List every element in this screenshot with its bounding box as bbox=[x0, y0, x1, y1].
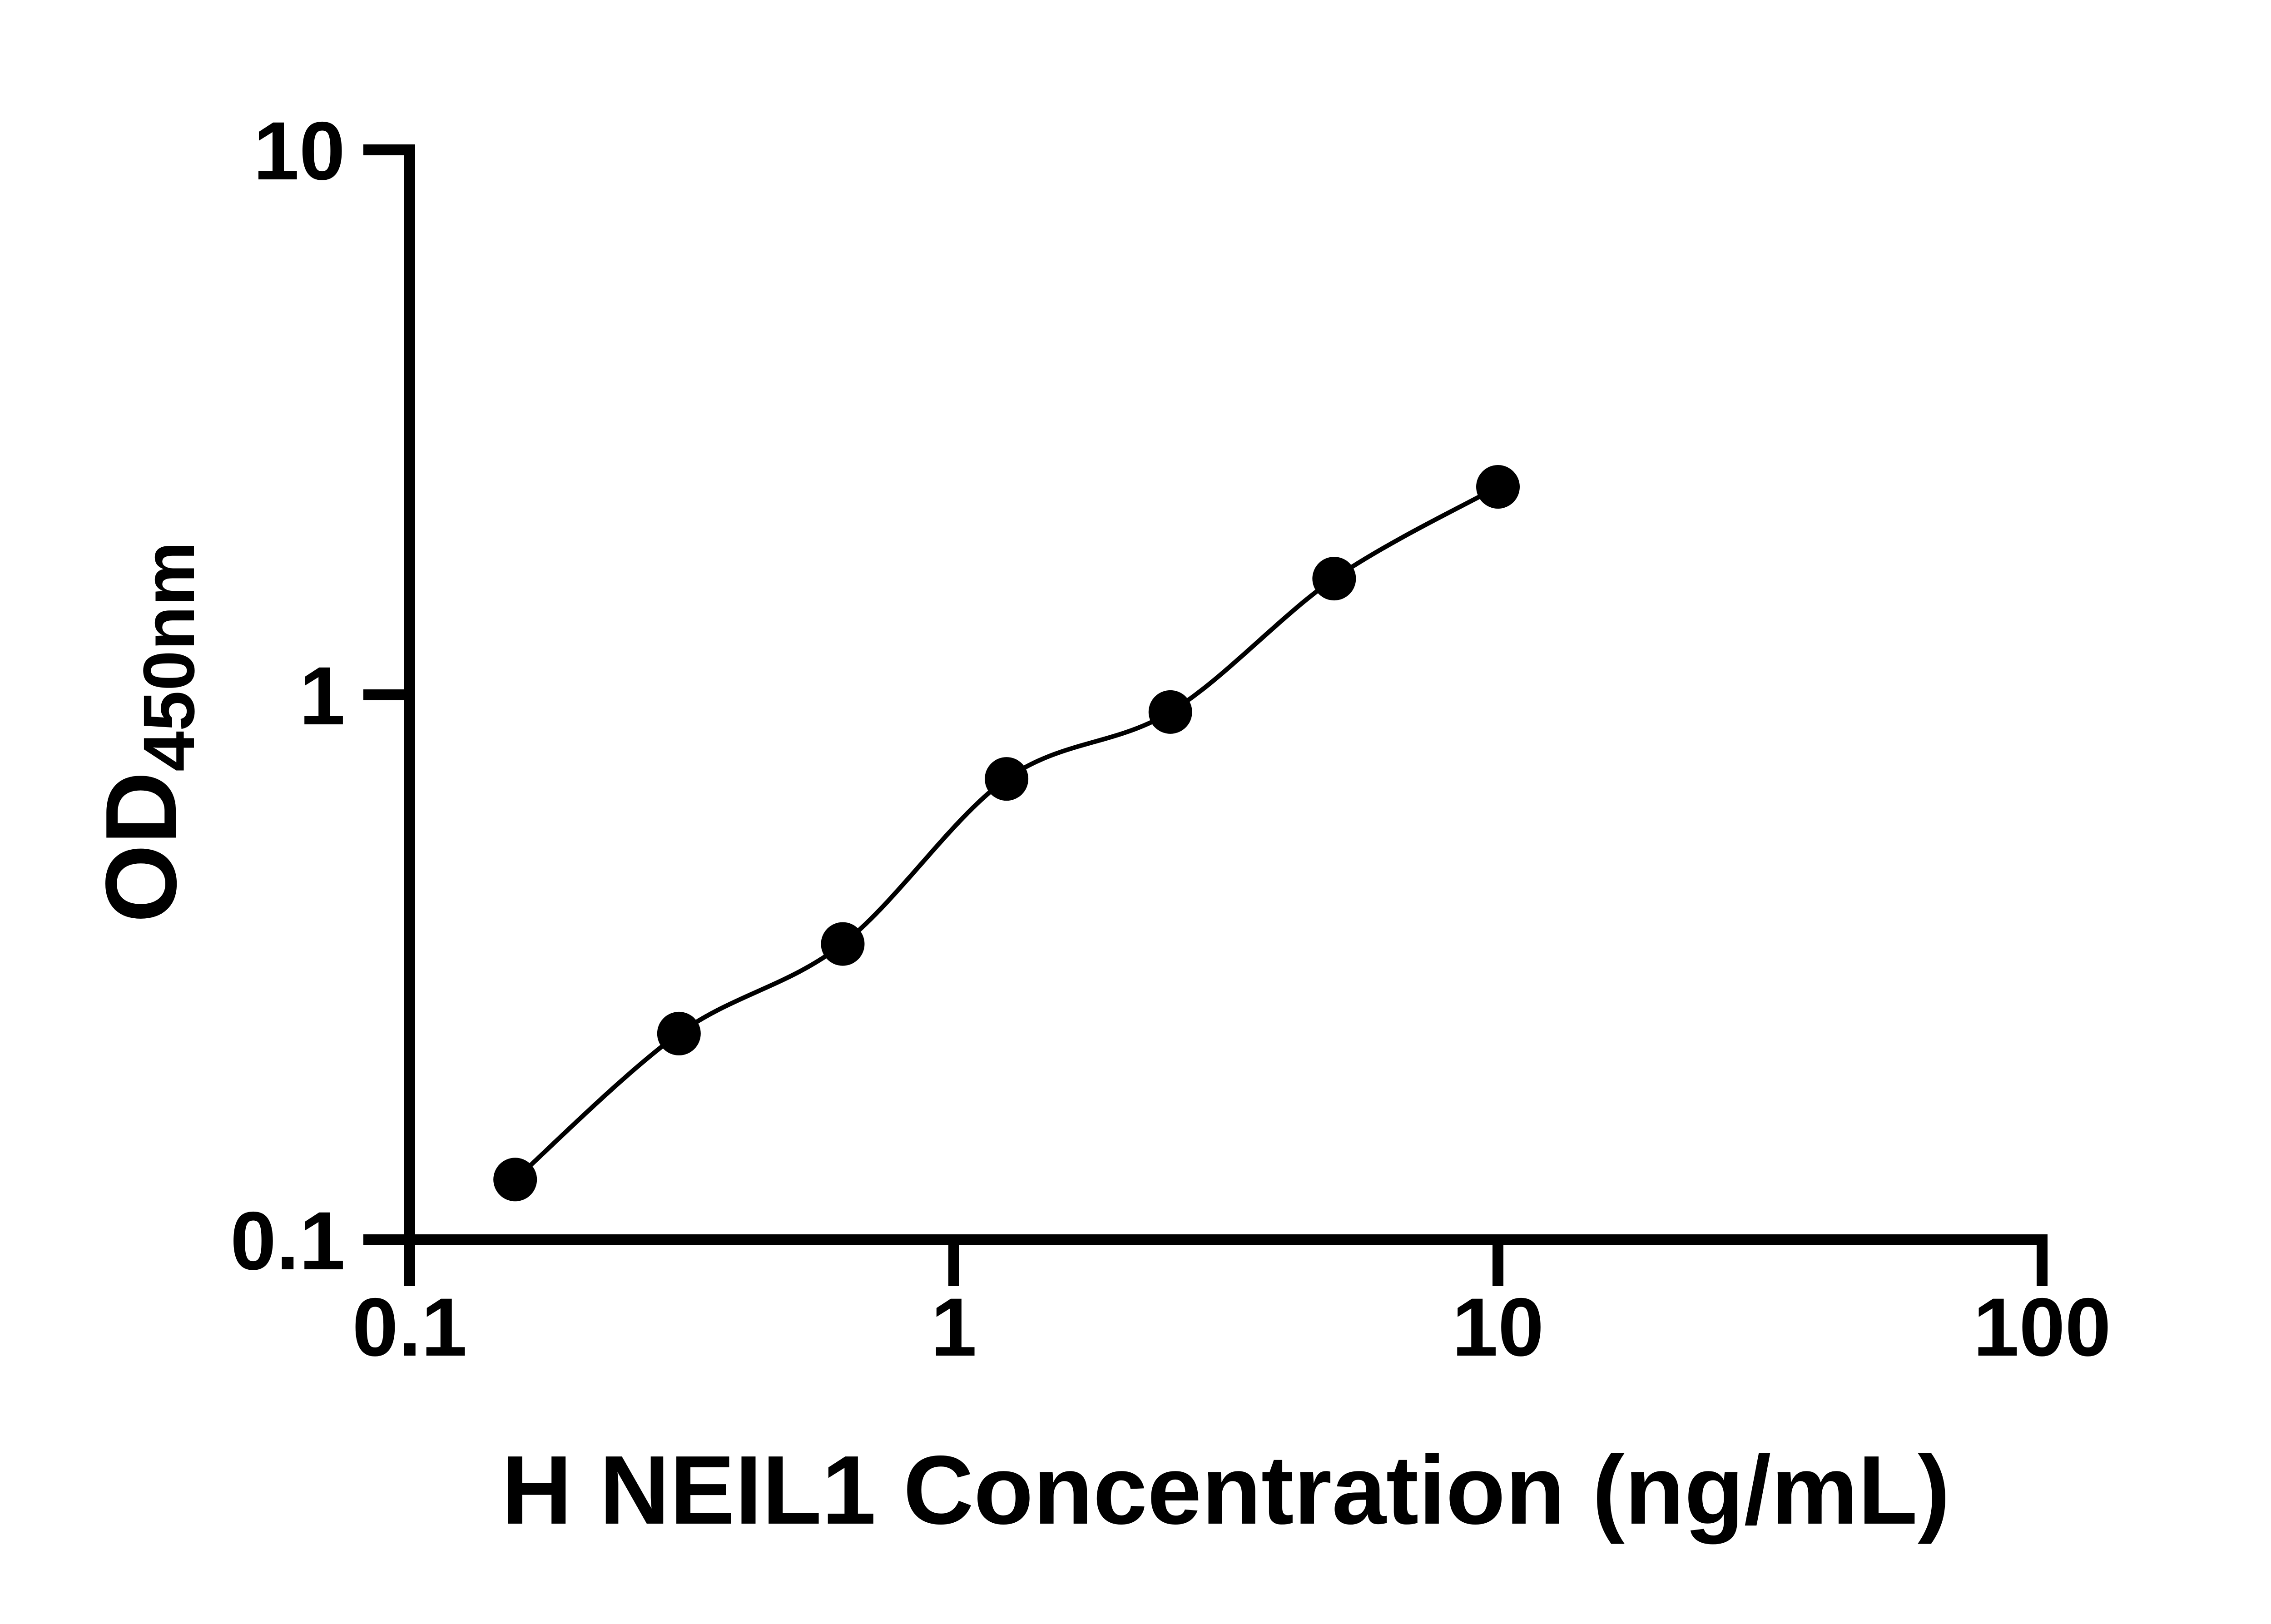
y-tick-label: 0.1 bbox=[230, 1194, 345, 1287]
x-tick-label: 1 bbox=[931, 1281, 977, 1373]
x-tick-mark bbox=[404, 1245, 415, 1286]
axes-layer bbox=[363, 144, 2048, 1286]
x-axis-line bbox=[404, 1234, 2048, 1245]
y-tick-label: 1 bbox=[299, 649, 345, 742]
x-tick-label: 10 bbox=[1452, 1281, 1544, 1373]
data-point bbox=[1476, 465, 1520, 509]
y-axis-line bbox=[404, 144, 415, 1245]
data-point bbox=[493, 1158, 537, 1202]
x-tick-mark bbox=[1493, 1245, 1503, 1286]
data-point bbox=[985, 757, 1029, 801]
x-tick-mark bbox=[2037, 1245, 2048, 1286]
y-axis-title-base: OD bbox=[85, 772, 198, 923]
x-tick-label: 100 bbox=[1973, 1281, 2111, 1373]
x-tick-mark bbox=[948, 1245, 959, 1286]
y-tick-mark bbox=[363, 1234, 404, 1245]
data-point bbox=[1148, 690, 1192, 734]
y-tick-mark bbox=[363, 689, 404, 700]
data-point bbox=[821, 922, 865, 966]
y-tick-mark bbox=[363, 144, 404, 155]
x-axis-title: H NEIL1 Concentration (ng/mL) bbox=[501, 1435, 1950, 1545]
y-axis-title: OD450nm bbox=[85, 541, 209, 923]
y-axis-title-subscript: 450nm bbox=[128, 541, 209, 772]
data-points-layer bbox=[493, 465, 1520, 1202]
data-point bbox=[1312, 557, 1356, 601]
data-point bbox=[657, 1011, 701, 1055]
y-tick-label: 10 bbox=[253, 104, 345, 197]
x-tick-label: 0.1 bbox=[352, 1281, 467, 1373]
